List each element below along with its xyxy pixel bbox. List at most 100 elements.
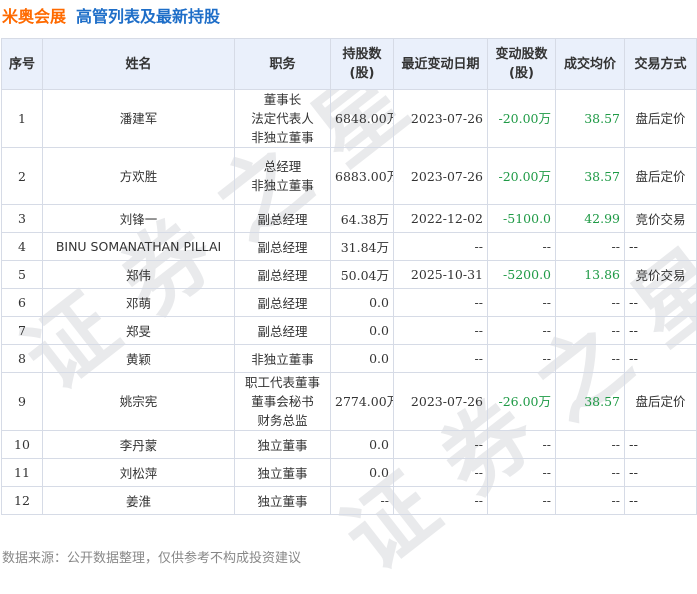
column-header-duty: 职务 (234, 38, 331, 90)
cell-change: -20.00万 (487, 147, 556, 205)
cell-no: 3 (1, 204, 43, 233)
cell-method: 盘后定价 (624, 372, 697, 431)
duty-line: 法定代表人 (251, 111, 314, 126)
cell-price: 38.57 (555, 147, 625, 205)
cell-date: -- (393, 344, 488, 373)
cell-duty: 副总经理 (234, 288, 331, 317)
cell-duty: 董事长 法定代表人 非独立董事 (234, 89, 331, 148)
column-header-price: 成交均价 (555, 38, 625, 90)
cell-name: 刘松萍 (42, 458, 235, 487)
cell-date: 2025-10-31 (393, 260, 488, 289)
cell-price: -- (555, 316, 625, 345)
cell-duty: 副总经理 (234, 316, 331, 345)
cell-date: -- (393, 430, 488, 459)
column-header-date: 最近变动日期 (393, 38, 488, 90)
cell-name: 黄颖 (42, 344, 235, 373)
cell-name: 姚宗宪 (42, 372, 235, 431)
duty-line: 副总经理 (257, 296, 308, 311)
table-header-row: 序号 姓名 职务 持股数(股) 最近变动日期 变动股数(股) 成交均价 交易方式 (1, 38, 697, 90)
column-header-change: 变动股数(股) (487, 38, 556, 90)
duty-line: 独立董事 (257, 494, 308, 509)
cell-shares: 0.0 (330, 344, 394, 373)
cell-no: 1 (1, 89, 43, 148)
cell-no: 6 (1, 288, 43, 317)
table-row: 7 郑旻 副总经理 0.0 -- -- -- -- (1, 316, 697, 345)
table-row: 2 方欢胜 总经理 非独立董事 6883.00万 2023-07-26 -20.00万 38.… (1, 147, 697, 205)
duty-line: 副总经理 (257, 324, 308, 339)
company-name: 米奥会展 (2, 7, 67, 26)
duty-line: 独立董事 (257, 438, 308, 453)
cell-price: -- (555, 486, 625, 515)
duty-line: 董事会秘书 (251, 394, 314, 409)
cell-shares: 64.38万 (330, 204, 394, 233)
cell-date: -- (393, 458, 488, 487)
cell-shares: 50.04万 (330, 260, 394, 289)
cell-duty: 职工代表董事 董事会秘书 财务总监 (234, 372, 331, 431)
cell-date: 2023-07-26 (393, 89, 488, 148)
cell-method: -- (624, 430, 697, 459)
table-row: 9 姚宗宪 职工代表董事 董事会秘书 财务总监 2774.00万 2023-07-26 -26… (1, 372, 697, 431)
duty-line: 职工代表董事 (244, 375, 320, 390)
cell-change: -5100.0 (487, 204, 556, 233)
page-title: 高管列表及最新持股 (76, 7, 221, 26)
cell-name: 郑旻 (42, 316, 235, 345)
cell-duty: 独立董事 (234, 458, 331, 487)
cell-change: -- (487, 288, 556, 317)
cell-shares: -- (330, 486, 394, 515)
cell-no: 8 (1, 344, 43, 373)
cell-no: 5 (1, 260, 43, 289)
cell-name: 刘锋一 (42, 204, 235, 233)
cell-name: 邓萌 (42, 288, 235, 317)
cell-method: -- (624, 288, 697, 317)
column-header-shares: 持股数(股) (330, 38, 394, 90)
page-header: 米奥会展 高管列表及最新持股 (0, 0, 697, 30)
cell-date: 2022-12-02 (393, 204, 488, 233)
cell-price: 13.86 (555, 260, 625, 289)
cell-price: -- (555, 458, 625, 487)
cell-price: -- (555, 232, 625, 261)
cell-date: -- (393, 288, 488, 317)
cell-price: 38.57 (555, 372, 625, 431)
duty-line: 非独立董事 (251, 352, 314, 367)
footer-source: 数据来源：公开数据整理，仅供参考不构成投资建议 (2, 551, 302, 566)
table-row: 12 姜淮 独立董事 -- -- -- -- -- (1, 486, 697, 515)
cell-name: 潘建军 (42, 89, 235, 148)
cell-name: 姜淮 (42, 486, 235, 515)
cell-name: 郑伟 (42, 260, 235, 289)
cell-shares: 6848.00万 (330, 89, 394, 148)
cell-change: -- (487, 458, 556, 487)
cell-no: 12 (1, 486, 43, 515)
table-row: 11 刘松萍 独立董事 0.0 -- -- -- -- (1, 458, 697, 487)
duty-line: 副总经理 (257, 240, 308, 255)
cell-change: -20.00万 (487, 89, 556, 148)
duty-line: 非独立董事 (251, 178, 314, 193)
cell-no: 10 (1, 430, 43, 459)
cell-no: 11 (1, 458, 43, 487)
cell-price: 42.99 (555, 204, 625, 233)
column-header-method: 交易方式 (624, 38, 697, 90)
table-row: 6 邓萌 副总经理 0.0 -- -- -- -- (1, 288, 697, 317)
cell-method: -- (624, 344, 697, 373)
table-row: 8 黄颖 非独立董事 0.0 -- -- -- -- (1, 344, 697, 373)
duty-line: 董事长 (263, 92, 302, 107)
cell-change: -- (487, 430, 556, 459)
cell-change: -- (487, 232, 556, 261)
cell-duty: 非独立董事 (234, 344, 331, 373)
cell-duty: 副总经理 (234, 232, 331, 261)
cell-method: 竞价交易 (624, 204, 697, 233)
table-row: 1 潘建军 董事长 法定代表人 非独立董事 6848.00万 2023-07-26 -20.0… (1, 89, 697, 148)
cell-method: -- (624, 486, 697, 515)
cell-name: 方欢胜 (42, 147, 235, 205)
cell-price: 38.57 (555, 89, 625, 148)
duty-line: 总经理 (263, 159, 302, 174)
cell-date: -- (393, 316, 488, 345)
cell-date: 2023-07-26 (393, 372, 488, 431)
cell-duty: 副总经理 (234, 204, 331, 233)
table-row: 5 郑伟 副总经理 50.04万 2025-10-31 -5200.0 13.86 竞价交易 (1, 260, 697, 289)
table-row: 3 刘锋一 副总经理 64.38万 2022-12-02 -5100.0 42.99 竞价交易 (1, 204, 697, 233)
cell-shares: 0.0 (330, 316, 394, 345)
cell-no: 2 (1, 147, 43, 205)
column-header-name: 姓名 (42, 38, 235, 90)
cell-method: 盘后定价 (624, 89, 697, 148)
cell-name: 李丹蒙 (42, 430, 235, 459)
